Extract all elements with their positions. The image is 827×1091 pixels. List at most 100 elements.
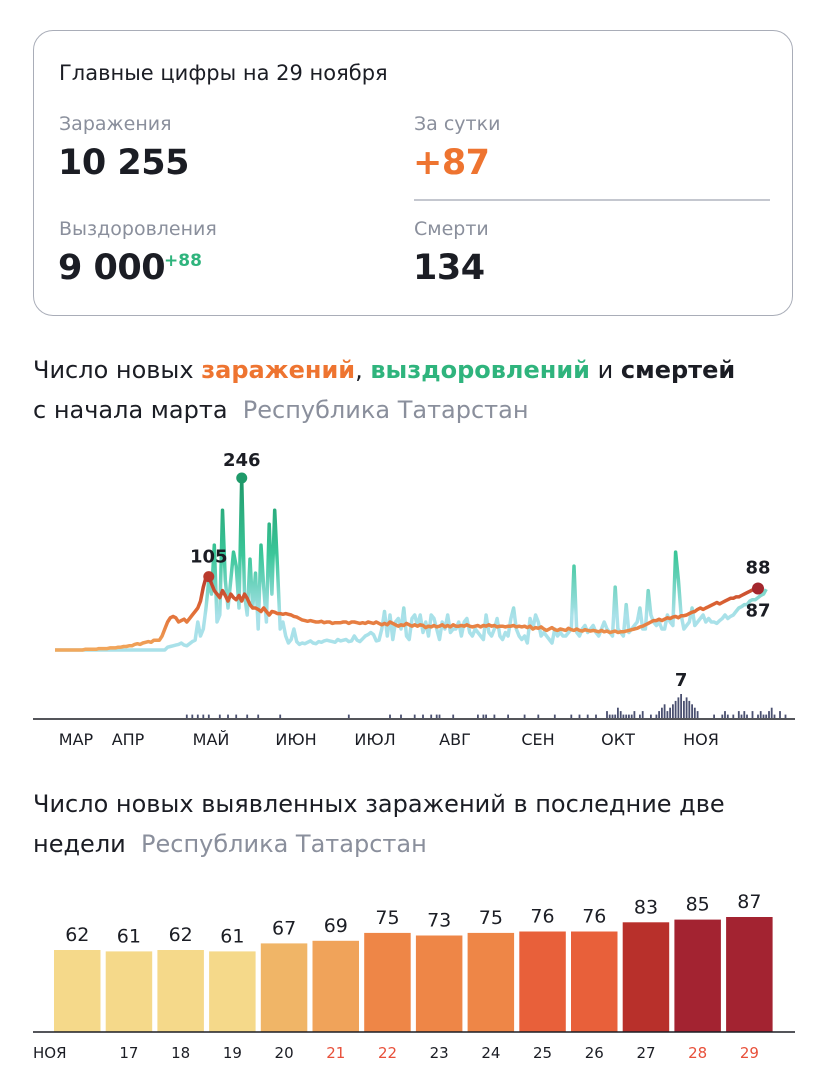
deaths-bar bbox=[680, 694, 682, 718]
deaths-bar bbox=[666, 711, 669, 718]
deaths-bar bbox=[641, 711, 644, 718]
deaths-bar bbox=[595, 714, 597, 718]
chart2-heading: Число новых выявленных заражений в после… bbox=[33, 784, 725, 864]
bar-value-label: 83 bbox=[634, 896, 658, 918]
chart2-title-line1: Число новых выявленных заражений в после… bbox=[33, 790, 725, 818]
month-label: ИЮН bbox=[275, 730, 316, 749]
month-axis: МАР АПР МАЙ ИЮН ИЮЛ АВГ СЕН ОКТ НОЯ bbox=[59, 730, 719, 749]
bar-category-label: 24 bbox=[481, 1044, 500, 1062]
deaths-bars bbox=[185, 694, 787, 718]
deaths-bar bbox=[619, 711, 622, 718]
deaths-bar bbox=[452, 714, 455, 718]
bar-category-label: 23 bbox=[430, 1044, 449, 1062]
recoveries-label: Выздоровления bbox=[59, 218, 217, 240]
bar-value-label: 75 bbox=[479, 907, 503, 929]
deaths-bar bbox=[485, 714, 487, 718]
infections-peak-marker bbox=[203, 571, 215, 583]
deaths-bar bbox=[257, 714, 260, 718]
bar bbox=[622, 922, 670, 1032]
deaths-bar bbox=[663, 704, 666, 718]
deaths-bar bbox=[191, 714, 194, 718]
chart1-title-line2: с начала марта bbox=[33, 396, 228, 424]
chart1-title-part1: Число новых bbox=[33, 356, 202, 384]
bar bbox=[364, 932, 411, 1032]
deaths-bar bbox=[677, 697, 680, 718]
bar-category-label: 18 bbox=[171, 1044, 190, 1062]
deaths-bar bbox=[430, 714, 433, 718]
month-label: МАЙ bbox=[193, 730, 230, 749]
daily-cases-line-chart: МАР АПР МАЙ ИЮН ИЮЛ АВГ СЕН ОКТ НОЯ 246 105 88 8… bbox=[33, 450, 795, 749]
deaths-bar bbox=[765, 714, 768, 718]
deaths-bar bbox=[614, 714, 617, 718]
bar-category-label: 25 bbox=[533, 1044, 552, 1062]
bar bbox=[467, 932, 515, 1032]
deaths-peak-label: 7 bbox=[675, 670, 688, 691]
deaths-bar bbox=[438, 714, 441, 718]
deaths-bar bbox=[218, 714, 221, 718]
deaths-bar bbox=[608, 714, 611, 718]
deaths-bar bbox=[227, 714, 229, 718]
deaths-bar bbox=[422, 714, 424, 718]
deaths-label: Смерти bbox=[414, 218, 489, 240]
deaths-bar bbox=[347, 714, 350, 718]
chart2-region: Республика Татарстан bbox=[141, 830, 427, 858]
bar bbox=[519, 931, 566, 1032]
deaths-bar bbox=[207, 714, 210, 718]
bar bbox=[674, 919, 721, 1032]
deaths-bar bbox=[628, 714, 630, 718]
bar-value-label: 73 bbox=[427, 910, 451, 932]
deaths-bar bbox=[477, 714, 479, 718]
deaths-bar bbox=[202, 714, 205, 718]
deaths-bar bbox=[759, 711, 762, 718]
bar-value-label: 61 bbox=[117, 925, 141, 947]
deaths-bar bbox=[435, 714, 438, 718]
bar-category-label: 28 bbox=[688, 1044, 707, 1062]
bar-value-label: 76 bbox=[582, 906, 606, 928]
deaths-bar bbox=[757, 714, 759, 718]
bar-category-label: 21 bbox=[326, 1044, 345, 1062]
bar-value-label: 85 bbox=[686, 894, 710, 916]
deaths-bar bbox=[726, 714, 729, 718]
bar-value-label: 87 bbox=[737, 891, 761, 913]
deaths-bar bbox=[743, 711, 746, 718]
bar-value-label: 62 bbox=[169, 924, 193, 946]
summary-title: Главные цифры на 29 ноября bbox=[59, 61, 388, 85]
deaths-value: 134 bbox=[413, 248, 485, 288]
deaths-bar bbox=[683, 700, 685, 718]
deaths-bar bbox=[622, 714, 625, 718]
recoveries-series-line bbox=[55, 476, 768, 652]
recoveries-delta: +88 bbox=[164, 251, 202, 271]
bar-category-label: 19 bbox=[223, 1044, 242, 1062]
infections-label: Заражения bbox=[59, 113, 172, 135]
chart1-heading: Число новых заражений, выздоровлений и с… bbox=[33, 350, 735, 430]
bar bbox=[157, 950, 204, 1032]
deaths-bar bbox=[400, 714, 402, 718]
bar-category-label: 17 bbox=[119, 1044, 138, 1062]
bar-category-label: 27 bbox=[636, 1044, 655, 1062]
deaths-bar bbox=[611, 714, 614, 718]
deaths-bar bbox=[672, 704, 674, 718]
deaths-bar bbox=[784, 714, 787, 718]
bar bbox=[54, 950, 101, 1032]
deaths-bar bbox=[688, 700, 691, 718]
bar bbox=[571, 931, 618, 1032]
chart2-title-line2: недели bbox=[33, 830, 126, 858]
bar-value-label: 75 bbox=[375, 907, 399, 929]
deaths-bar bbox=[696, 711, 699, 718]
deaths-bar bbox=[279, 714, 282, 718]
summary-card: Главные цифры на 29 ноября Заражения 10 … bbox=[33, 30, 793, 316]
deaths-bar bbox=[768, 711, 770, 718]
chart1-title-comma: , bbox=[355, 356, 371, 384]
deaths-bar bbox=[235, 714, 238, 718]
deaths-bar bbox=[482, 714, 485, 718]
bar-category-label: 26 bbox=[585, 1044, 604, 1062]
month-label: ИЮЛ bbox=[354, 730, 395, 749]
deaths-bar bbox=[617, 707, 619, 718]
infections-peak-label: 105 bbox=[190, 547, 228, 568]
infections-value: 10 255 bbox=[58, 143, 189, 183]
chart1-region: Республика Татарстан bbox=[242, 396, 529, 424]
month-label: СЕН bbox=[521, 730, 554, 749]
deaths-bar bbox=[196, 714, 199, 718]
deaths-bar bbox=[724, 711, 726, 718]
deaths-bar bbox=[655, 714, 658, 718]
